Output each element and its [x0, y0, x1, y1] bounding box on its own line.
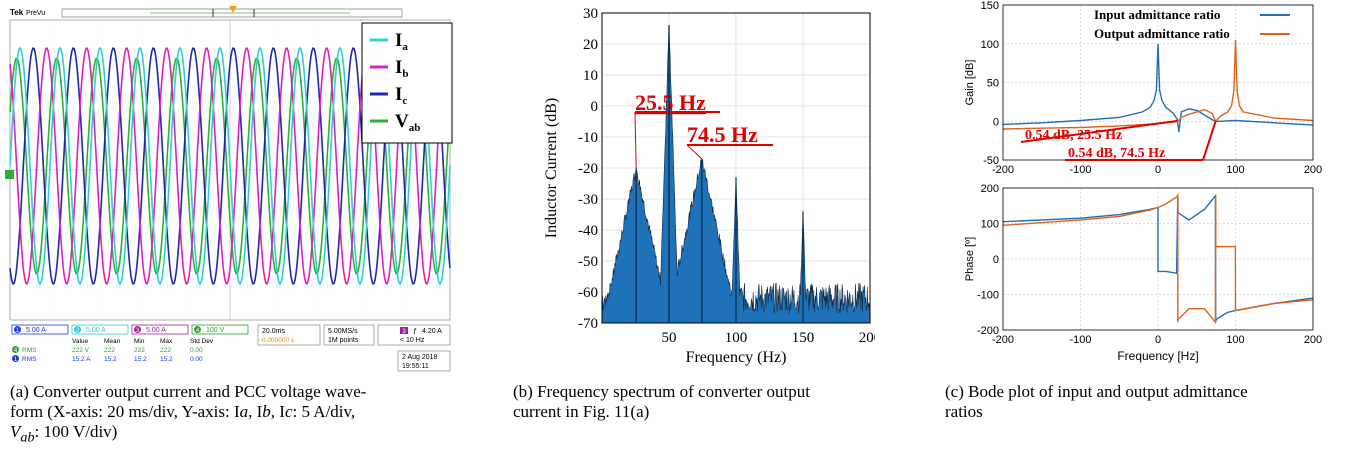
spectrum-x-tick-label: 150	[792, 330, 815, 346]
meas-header: Mean	[104, 338, 121, 345]
meas-value: 15.2 A	[72, 356, 91, 363]
caption-a: (a) Converter output current and PCC vol…	[10, 382, 460, 447]
legend-input-admittance: Input admittance ratio	[1094, 7, 1220, 22]
acquisition-readout: 5.00MS/s 1M points	[324, 325, 374, 345]
meas-header: Min	[134, 338, 145, 345]
caption-b: (b) Frequency spectrum of converter outp…	[513, 382, 893, 422]
phase-y-tick-label: 100	[981, 219, 999, 231]
gain-x-tick-label: 100	[1226, 164, 1244, 176]
spectrum-x-tick-label: 100	[725, 330, 748, 346]
spectrum-x-tick-label: 200	[859, 330, 875, 346]
scope-brand: Tek	[10, 8, 24, 17]
annotation-leader	[635, 112, 636, 168]
meas-value: 15.2	[134, 356, 147, 363]
phase-y-tick-label: 0	[993, 254, 999, 266]
spectrum-x-axis-label: Frequency (Hz)	[686, 349, 787, 366]
trigger-readout: 3 ƒ 4.20 A < 10 Hz	[378, 325, 450, 345]
annotation-gain-74-5-hz: 0.54 dB, 74.5 Hz	[1068, 146, 1165, 161]
panel-b-spectrum: -70-60-50-40-30-20-10010203050100150200 …	[515, 0, 875, 454]
gain-x-tick-label: -200	[992, 164, 1014, 176]
timebase-readout: 20.0ms 0.000000 s	[258, 325, 320, 345]
spectrum-y-axis-label: Inductor Current (dB)	[543, 98, 560, 238]
phase-y-tick-label: 200	[981, 183, 999, 195]
spectrum-y-tick-label: -40	[578, 223, 598, 239]
svg-text:19:55:11: 19:55:11	[402, 363, 429, 370]
bode-chart: -50 0 50 100 150 -200 -100 0 100 200 Gain [dB] -20…	[915, 0, 1359, 380]
meas-header: Max	[160, 338, 173, 345]
gain-y-tick-label: 100	[981, 39, 999, 51]
svg-text:ƒ: ƒ	[413, 328, 417, 335]
meas-value: 0.00	[190, 347, 203, 354]
svg-text:2 Aug 2018: 2 Aug 2018	[402, 354, 438, 361]
annotation-74-5-hz: 74.5 Hz	[687, 122, 758, 147]
scope-mode: PreVu	[26, 10, 45, 17]
svg-text:0.000000 s: 0.000000 s	[262, 337, 295, 344]
meas-label: RMS	[22, 356, 37, 363]
phase-y-tick-label: -100	[977, 290, 999, 302]
gain-x-tick-label: 200	[1304, 164, 1322, 176]
spectrum-y-tick-label: -10	[578, 130, 598, 146]
meas-value: 222	[134, 347, 145, 354]
meas-value: 222 V	[72, 347, 90, 354]
phase-y-axis-label: Phase [º]	[964, 237, 976, 281]
gain-x-tick-label: 0	[1155, 164, 1161, 176]
oscilloscope-screenshot: Tek PreVu Ia Ib Ic Vab 1 5.00 A 2 5.00 A 3 5.…	[0, 0, 460, 380]
gain-y-tick-label: 150	[981, 0, 999, 12]
spectrum-y-tick-label: 0	[591, 99, 599, 115]
scope-legend: Ia Ib Ic Vab	[362, 23, 452, 143]
spectrum-x-tick-label: 50	[662, 330, 677, 346]
meas-header: Value	[72, 338, 89, 345]
phase-series-input	[1003, 195, 1313, 322]
spectrum-y-tick-label: -50	[578, 254, 598, 270]
caption-c: (c) Bode plot of input and output admitt…	[945, 382, 1359, 422]
meas-value: 15.2	[104, 356, 117, 363]
meas-value: 15.2	[160, 356, 173, 363]
phase-x-tick-label: -100	[1069, 334, 1091, 346]
gain-x-tick-label: -100	[1069, 164, 1091, 176]
channel-scale-1: 5.00 A	[26, 327, 46, 334]
gain-y-tick-label: 0	[993, 116, 999, 128]
gain-y-tick-label: 50	[987, 78, 999, 90]
scope-datetime: 2 Aug 2018 19:55:11	[398, 351, 450, 371]
svg-text:< 10 Hz: < 10 Hz	[400, 337, 425, 344]
svg-text:5.00MS/s: 5.00MS/s	[328, 328, 358, 335]
channel-ground-marker	[5, 170, 14, 179]
channel-scale-3: 5.00 A	[146, 327, 166, 334]
spectrum-y-tick-label: 30	[583, 6, 598, 22]
legend-output-admittance: Output admittance ratio	[1094, 26, 1230, 41]
spectrum-y-tick-label: -20	[578, 161, 598, 177]
meas-label: RMS	[22, 347, 37, 354]
meas-value: 222	[160, 347, 171, 354]
phase-x-tick-label: 0	[1155, 334, 1161, 346]
meas-header: Std Dev	[190, 338, 214, 345]
annotation-leader	[1203, 121, 1216, 160]
bode-legend: Input admittance ratio Output admittance…	[1094, 7, 1290, 41]
svg-text:4.20 A: 4.20 A	[422, 328, 442, 335]
annotation-leader	[687, 145, 702, 159]
spectrum-y-tick-label: -60	[578, 285, 598, 301]
phase-x-tick-label: 200	[1304, 334, 1322, 346]
panel-c-bode: -50 0 50 100 150 -200 -100 0 100 200 Gain [dB] -20…	[915, 0, 1359, 454]
channel-scale-4: 100 V	[206, 327, 225, 334]
spectrum-y-tick-label: 20	[583, 37, 598, 53]
spectrum-y-tick-label: -70	[578, 316, 598, 332]
gain-y-axis-label: Gain [dB]	[964, 60, 976, 106]
svg-text:1M points: 1M points	[328, 337, 359, 344]
spectrum-y-tick-label: -30	[578, 192, 598, 208]
phase-x-tick-label: 100	[1226, 334, 1244, 346]
meas-value: 222	[104, 347, 115, 354]
svg-text:20.0ms: 20.0ms	[262, 328, 285, 335]
spectrum-chart: -70-60-50-40-30-20-10010203050100150200 …	[515, 0, 875, 380]
phase-x-axis-label: Frequency [Hz]	[1117, 349, 1198, 363]
channel-scale-2: 5.00 A	[86, 327, 106, 334]
phase-x-tick-label: -200	[992, 334, 1014, 346]
meas-value: 0.00	[190, 356, 203, 363]
spectrum-y-tick-label: 10	[583, 68, 598, 84]
panel-a-oscilloscope: Tek PreVu Ia Ib Ic Vab 1 5.00 A 2 5.00 A 3 5.…	[0, 0, 460, 454]
